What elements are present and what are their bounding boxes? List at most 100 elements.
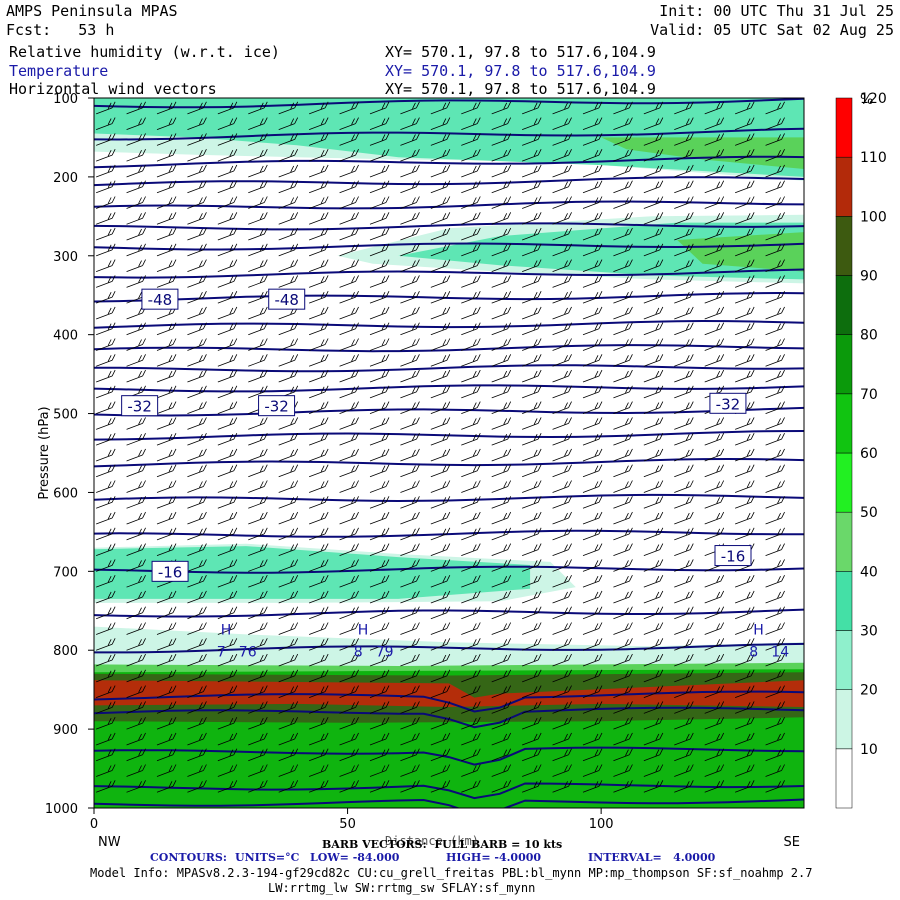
wind-barb	[735, 480, 755, 493]
wind-barb	[674, 227, 694, 241]
field-name-temperature: Temperature	[9, 62, 109, 80]
x-end-label-right: SE	[784, 835, 800, 850]
wind-barb	[126, 196, 146, 209]
wind-barb	[491, 638, 512, 651]
wind-barb	[339, 480, 359, 493]
wind-barb	[430, 732, 451, 746]
wind-barb	[369, 606, 390, 620]
wind-barb	[643, 732, 664, 746]
wind-barb	[339, 180, 359, 194]
wind-barb	[643, 196, 664, 209]
wind-barb	[309, 306, 329, 320]
wind-barb	[400, 212, 420, 225]
wind-barb	[491, 290, 512, 304]
contour-label-box	[258, 395, 296, 417]
wind-barb	[582, 259, 603, 272]
wind-barb	[126, 669, 146, 683]
wind-barb	[96, 322, 116, 336]
wind-barb	[369, 148, 390, 162]
wind-barb	[400, 480, 420, 493]
wind-barb	[339, 133, 359, 146]
wind-barb	[643, 133, 664, 146]
wind-barb	[765, 559, 785, 572]
wind-barb	[309, 732, 329, 746]
wind-barb	[613, 227, 633, 241]
wind-barb	[156, 764, 177, 777]
wind-barb	[552, 212, 572, 225]
wind-barb	[430, 511, 451, 525]
wind-barb	[400, 590, 420, 604]
wind-barb	[369, 133, 390, 146]
wind-barb	[522, 764, 542, 777]
wind-barb	[582, 748, 603, 762]
wind-barb	[491, 417, 512, 430]
wind-barb	[248, 780, 268, 793]
wind-barb	[552, 543, 572, 556]
wind-barb	[187, 574, 207, 588]
wind-barb	[96, 716, 116, 730]
wind-barb	[765, 322, 785, 336]
wind-barb	[96, 417, 116, 430]
wind-barb	[674, 101, 694, 115]
wind-barb	[674, 669, 694, 683]
wind-barb	[156, 716, 177, 730]
wind-barb	[187, 511, 207, 525]
wind-barb	[430, 638, 451, 651]
wind-barb	[582, 101, 603, 115]
wind-barb	[582, 212, 603, 225]
wind-barb	[643, 780, 664, 793]
wind-barb	[522, 622, 542, 635]
wind-barb	[522, 780, 542, 793]
contour-label: -32	[127, 398, 152, 416]
wind-barb	[613, 369, 633, 383]
wind-barb	[735, 496, 755, 509]
wind-barb	[430, 117, 451, 130]
wind-barb	[735, 306, 755, 320]
wind-barb	[704, 417, 725, 430]
wind-barb	[156, 527, 177, 541]
wind-barb	[248, 732, 268, 746]
wind-barb	[217, 480, 238, 493]
wind-barb	[552, 275, 572, 288]
wind-barb	[552, 385, 572, 399]
wind-barb	[674, 322, 694, 336]
wind-barb	[430, 574, 451, 588]
wind-barb	[704, 448, 725, 462]
high-pressure-marker: H	[358, 622, 369, 638]
wind-barb	[96, 432, 116, 446]
wind-barb	[643, 148, 664, 162]
wind-barb	[613, 748, 633, 762]
wind-barb	[248, 133, 268, 146]
wind-barb	[765, 496, 785, 509]
wind-barb	[704, 527, 725, 541]
temperature-contour	[94, 457, 804, 468]
wind-barb	[461, 322, 481, 336]
wind-barb	[735, 732, 755, 746]
temperature-contour	[94, 642, 804, 654]
wind-barb	[704, 622, 725, 635]
wind-barb	[309, 638, 329, 651]
wind-barb	[309, 685, 329, 698]
temperature-contour	[94, 127, 804, 141]
wind-barb	[156, 401, 177, 414]
wind-barb	[126, 748, 146, 762]
wind-barb	[582, 527, 603, 541]
wind-barb	[309, 622, 329, 635]
wind-barb	[156, 354, 177, 367]
wind-barb	[461, 527, 481, 541]
wind-barb	[339, 543, 359, 556]
colorbar-tick-label: 80	[860, 328, 878, 344]
wind-barb	[704, 117, 725, 130]
wind-barb	[674, 117, 694, 130]
wind-barb	[126, 764, 146, 777]
wind-barb	[156, 369, 177, 383]
wind-barb	[278, 764, 299, 777]
wind-barb	[643, 212, 664, 225]
wind-barb	[735, 148, 755, 162]
wind-barb	[643, 290, 664, 304]
wind-barb	[552, 101, 572, 115]
wind-barb	[400, 290, 420, 304]
wind-barb	[156, 685, 177, 698]
contour-label: -48	[274, 291, 299, 309]
wind-barb	[765, 732, 785, 746]
